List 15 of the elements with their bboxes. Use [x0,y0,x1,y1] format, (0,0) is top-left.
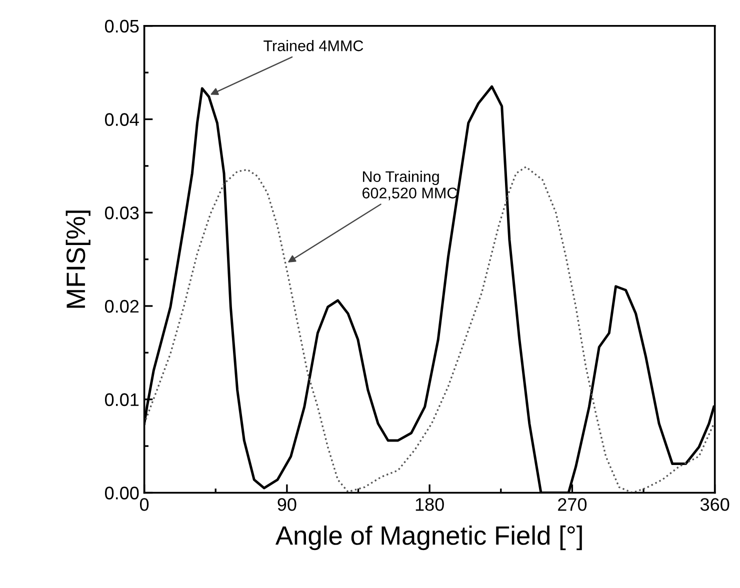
annotation: No Training 602,520 MMC [362,170,458,200]
y-tick-label: 0.03 [105,206,139,220]
y-tick-label: 0.05 [105,20,139,33]
y-tick-label: 0.00 [105,486,139,500]
x-tick-label: 0 [140,498,149,511]
y-tick-label: 0.01 [105,393,139,406]
annotation: Trained 4MMC [264,40,364,52]
y-tick-label: 0.04 [105,113,139,126]
x-tick-label: 270 [558,498,587,511]
x-tick-label: 180 [416,498,444,511]
x-tick-label: 90 [278,498,296,511]
x-axis-title: Angle of Magnetic Field [°] [275,526,582,550]
y-axis-title: MFIS[%] [66,210,90,308]
y-tick-label: 0.02 [105,300,139,313]
x-tick-label: 360 [700,498,730,511]
